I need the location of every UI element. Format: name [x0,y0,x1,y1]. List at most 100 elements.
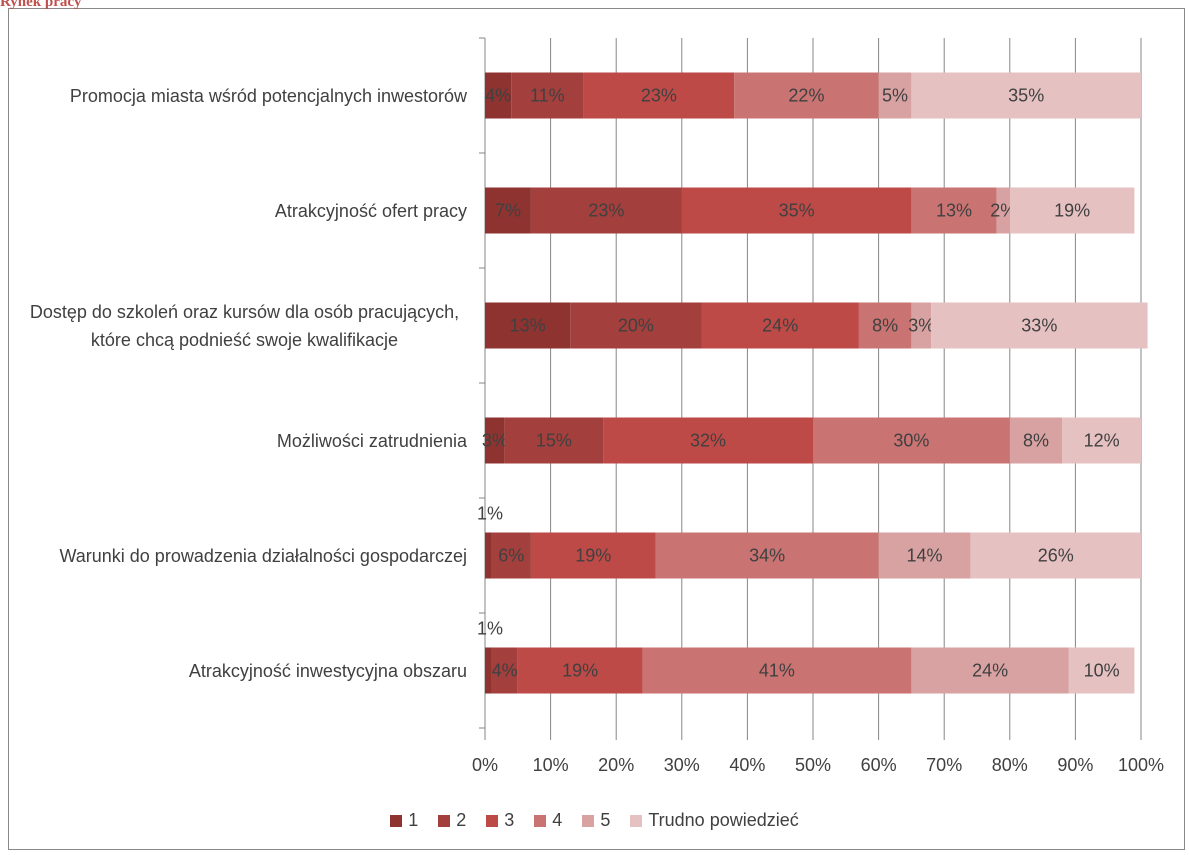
bar-segment [485,532,492,579]
bar-segment [1062,417,1141,464]
bar-segment [517,647,643,694]
data-label: 8% [872,315,898,335]
data-label: 33% [1021,315,1057,335]
data-label: 6% [498,545,524,565]
legend-label: 5 [600,810,611,830]
bar-segment [511,72,584,119]
bar-segment [485,417,505,464]
category-text: Promocja miasta wśród potencjalnych inwe… [69,85,467,106]
data-label: 19% [1054,200,1090,220]
bar-segment [583,72,735,119]
data-label: 20% [618,315,654,335]
bar-segment [530,532,656,579]
bar-segment [504,417,604,464]
data-label: 7% [495,200,521,220]
bar-segment [813,417,1010,464]
bar-segment [491,647,518,694]
category-label: Dostęp do szkoleń oraz kursów dla osób p… [7,298,467,354]
bar-segment [878,72,912,119]
data-label: 35% [779,200,815,220]
bar-segment [931,302,1148,349]
legend-swatch [438,814,451,827]
bar-segment [530,187,682,234]
chart-title: Rynek pracy [0,0,82,10]
bar-segment [911,302,932,349]
bar-segment [491,532,531,579]
bar-segment [485,302,571,349]
bar-segment [701,302,859,349]
x-tick-label: 100% [1118,755,1164,775]
data-label: 30% [893,430,929,450]
x-tick-label: 60% [861,755,897,775]
data-label: 2% [990,200,1016,220]
data-label: 13% [510,315,546,335]
legend-swatch [486,814,499,827]
legend-label: 3 [504,810,515,830]
data-label: 8% [1023,430,1049,450]
category-text: Warunki do prowadzenia działalności gosp… [59,545,467,566]
x-tick-label: 50% [795,755,831,775]
data-label: 1% [477,618,503,638]
data-label: 34% [749,545,785,565]
bar-segment [681,187,912,234]
bar-segment [878,532,971,579]
legend-label: Trudno powiedzieć [648,810,799,830]
bar-segment [642,647,912,694]
bar-segment [655,532,879,579]
bar-segment [603,417,813,464]
category-label: Atrakcyjność ofert pracy [7,197,467,225]
legend-item: 4 [534,810,562,831]
legend: 1 2 3 4 5 Trudno powiedzieć [0,810,1189,831]
x-tick-label: 10% [533,755,569,775]
bar-segment [1009,417,1063,464]
bar-segment [970,532,1141,579]
legend-item: 5 [582,810,610,831]
legend-label: 1 [408,810,419,830]
frame [8,8,1185,850]
data-label: 12% [1084,430,1120,450]
bar-segment [1068,647,1135,694]
data-label: 1% [477,503,503,523]
bar-segment [485,647,492,694]
data-label: 10% [1084,660,1120,680]
data-label: 3% [482,430,508,450]
category-label: Atrakcyjność inwestycyjna obszaru [7,657,467,685]
legend-item: Trudno powiedzieć [630,810,799,831]
x-tick-label: 20% [598,755,634,775]
data-label: 3% [908,315,934,335]
data-label: 13% [936,200,972,220]
data-label: 11% [530,85,565,105]
x-tick-label: 90% [1057,755,1093,775]
x-tick-label: 40% [729,755,765,775]
data-label: 24% [762,315,798,335]
x-tick-label: 0% [472,755,498,775]
data-label: 23% [588,200,624,220]
bar-segment [485,72,512,119]
category-label: Promocja miasta wśród potencjalnych inwe… [7,82,467,110]
legend-swatch [390,814,403,827]
bar-segment [570,302,702,349]
bar-segment [996,187,1010,234]
legend-swatch [534,814,547,827]
data-label: 4% [492,660,518,680]
data-label: 24% [972,660,1008,680]
data-label: 14% [907,545,943,565]
category-text: Możliwości zatrudnienia [276,430,467,451]
data-label: 15% [536,430,572,450]
category-text: Dostęp do szkoleń oraz kursów dla osób p… [29,301,460,350]
bar-segment [734,72,879,119]
bar-segment [911,647,1069,694]
bar-segment [485,187,531,234]
bar-segment [1009,187,1135,234]
x-tick-label: 70% [926,755,962,775]
data-label: 32% [690,430,726,450]
x-tick-label: 80% [992,755,1028,775]
bar-segment [858,302,912,349]
legend-item: 3 [486,810,514,831]
legend-swatch [582,814,595,827]
data-label: 35% [1008,85,1044,105]
category-text: Atrakcyjność ofert pracy [274,200,467,221]
data-label: 19% [575,545,611,565]
